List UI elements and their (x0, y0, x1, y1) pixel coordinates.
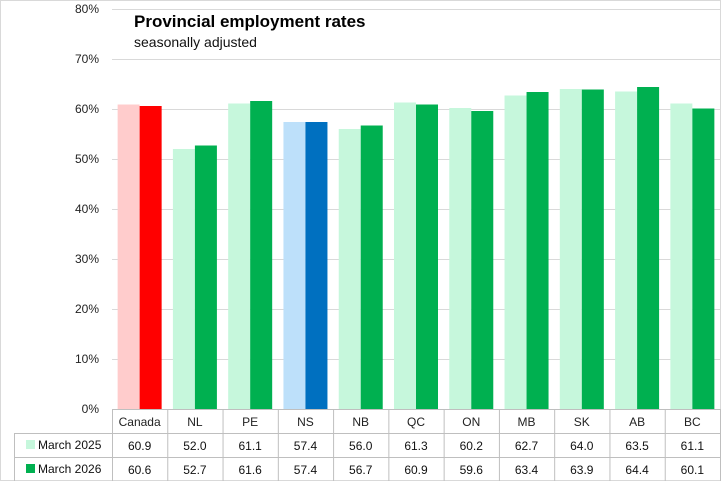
data-label-ns-series-1: 57.4 (294, 439, 318, 453)
y-tick-label: 40% (75, 202, 99, 216)
bar-canada-series-2 (139, 106, 162, 409)
data-label-sk-series-2: 63.9 (570, 463, 594, 477)
data-label-nb-series-1: 56.0 (349, 439, 373, 453)
y-tick-label: 60% (75, 102, 99, 116)
data-table: Canada NL PE NS NB QC ON MB SK AB BC March 2025 60.9… (14, 409, 721, 481)
chart-title: Provincial employment rates (134, 12, 365, 31)
category-label-pe: PE (242, 415, 258, 429)
data-label-nb-series-2: 56.7 (349, 463, 373, 477)
bar-canada-series-1 (117, 104, 140, 409)
bars (117, 87, 715, 409)
data-label-nl-series-2: 52.7 (183, 463, 207, 477)
data-label-canada-series-1: 60.9 (128, 439, 152, 453)
data-label-ns-series-2: 57.4 (294, 463, 318, 477)
data-label-qc-series-2: 60.9 (404, 463, 428, 477)
bar-pe-series-1 (228, 103, 251, 409)
legend-key-series-1 (26, 440, 35, 449)
bar-ns-series-2 (305, 122, 328, 409)
chart-subtitle: seasonally adjusted (134, 34, 257, 50)
data-label-bc-series-1: 61.1 (681, 439, 705, 453)
data-label-qc-series-1: 61.3 (404, 439, 428, 453)
bar-ab-series-2 (637, 87, 660, 409)
y-tick-label: 70% (75, 52, 99, 66)
bar-on-series-1 (449, 108, 472, 409)
bar-bc-series-2 (692, 108, 715, 409)
bar-sk-series-1 (559, 89, 582, 409)
bar-bc-series-1 (670, 103, 693, 409)
legend-label-series-1: March 2025 (38, 438, 102, 452)
category-label-nl: NL (187, 415, 203, 429)
data-label-canada-series-2: 60.6 (128, 463, 152, 477)
legend-key-series-2 (26, 464, 35, 473)
category-label-on: ON (462, 415, 480, 429)
category-label-nb: NB (352, 415, 369, 429)
category-label-sk: SK (574, 415, 590, 429)
category-label-mb: MB (518, 415, 536, 429)
bar-nb-series-1 (338, 129, 361, 409)
bar-pe-series-2 (250, 101, 273, 409)
data-label-pe-series-1: 61.1 (239, 439, 263, 453)
category-label-ns: NS (297, 415, 314, 429)
bar-on-series-2 (471, 111, 494, 409)
y-tick-label: 80% (75, 2, 99, 16)
category-label-ab: AB (629, 415, 645, 429)
data-label-nl-series-1: 52.0 (183, 439, 207, 453)
data-label-sk-series-1: 64.0 (570, 439, 594, 453)
title-background (112, 10, 372, 54)
bar-nl-series-1 (172, 149, 195, 409)
y-tick-label: 50% (75, 152, 99, 166)
y-tick-label: 10% (75, 352, 99, 366)
y-tick-label: 30% (75, 252, 99, 266)
data-label-ab-series-1: 63.5 (625, 439, 649, 453)
data-label-pe-series-2: 61.6 (239, 463, 263, 477)
bar-ab-series-1 (615, 91, 638, 409)
bar-mb-series-1 (504, 95, 527, 409)
category-label-qc: QC (407, 415, 425, 429)
category-label-canada: Canada (119, 415, 161, 429)
axes: 0% 10% 20% 30% 40% 50% 60% 70% 80% (75, 2, 99, 416)
y-tick-label: 0% (82, 402, 100, 416)
bar-nb-series-2 (360, 125, 383, 409)
y-tick-label: 20% (75, 302, 99, 316)
data-label-ab-series-2: 64.4 (625, 463, 649, 477)
category-label-bc: BC (684, 415, 701, 429)
bar-qc-series-1 (394, 102, 416, 409)
data-label-on-series-1: 60.2 (460, 439, 484, 453)
bar-mb-series-2 (526, 92, 549, 409)
bar-ns-series-1 (283, 122, 306, 409)
data-label-bc-series-2: 60.1 (681, 463, 705, 477)
legend-label-series-2: March 2026 (38, 462, 102, 476)
bar-nl-series-2 (194, 145, 217, 409)
bar-sk-series-2 (581, 89, 604, 409)
bar-qc-series-2 (416, 104, 438, 409)
data-label-on-series-2: 59.6 (460, 463, 484, 477)
data-label-mb-series-2: 63.4 (515, 463, 539, 477)
data-label-mb-series-1: 62.7 (515, 439, 539, 453)
